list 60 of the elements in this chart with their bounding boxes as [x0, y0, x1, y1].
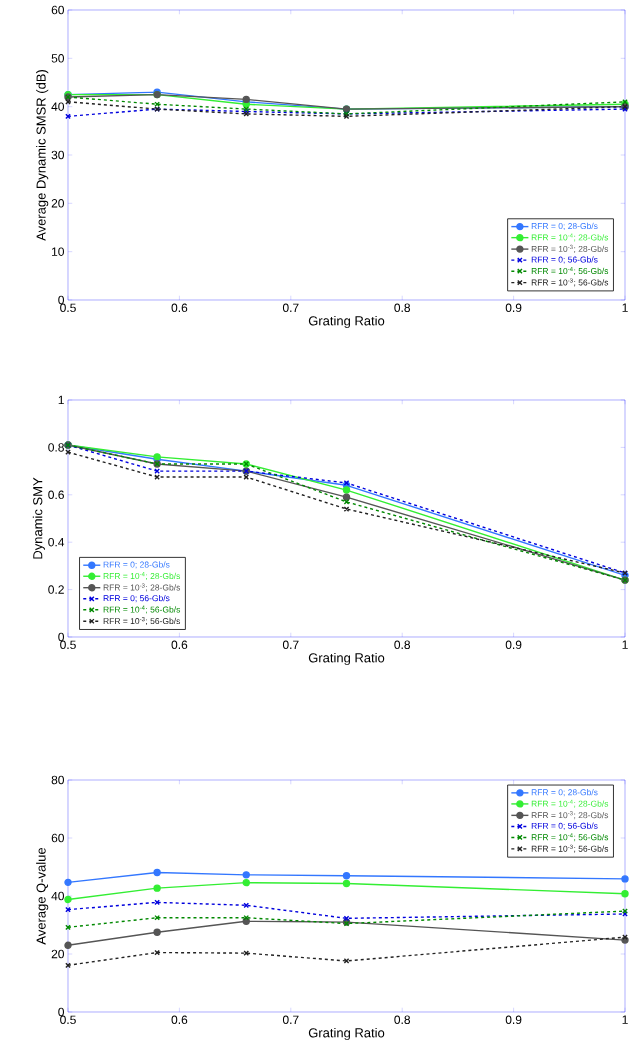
y-tick-label: 40	[51, 102, 64, 111]
legend-label: RFR = 10$^{-3}$; 28-Gb/s	[531, 244, 609, 253]
legend-label: RFR = 0; 56-Gb/s	[531, 256, 598, 264]
legend-label: RFR = 10$^{-4}$; 56-Gb/s	[531, 267, 609, 275]
legend-label: RFR = 10$^{-3}$; 56-Gb/s	[531, 278, 609, 287]
y-tick-label: 60	[51, 833, 64, 843]
y-tick-label: 60	[51, 5, 64, 15]
x-tick-label: 0.5	[60, 1015, 76, 1025]
legend-label: RFR = 10$^{-3}$; 28-Gb/s	[103, 583, 181, 592]
y-axis-title: Average Q-value	[36, 847, 49, 945]
x-tick-label: 0.8	[394, 1015, 411, 1025]
y-tick-label: 20	[51, 949, 64, 959]
legend-label: RFR = 10$^{-4}$; 28-Gb/s	[531, 799, 609, 808]
x-tick-label: 0.6	[171, 640, 188, 650]
x-tick-label: 0.9	[505, 640, 522, 650]
y-tick-label: 0	[58, 632, 64, 642]
y-tick-label: 0.6	[48, 490, 64, 500]
y-tick-label: 50	[51, 54, 64, 63]
y-tick-label: 40	[51, 891, 64, 901]
legend-label: RFR = 10$^{-4}$; 56-Gb/s	[103, 605, 181, 614]
legend-label: RFR = 10$^{-3}$; 56-Gb/s	[103, 617, 181, 626]
x-tick-label: 0.6	[171, 303, 188, 313]
legend-label: RFR = 10$^{-3}$; 28-Gb/s	[531, 811, 609, 820]
legend-label: RFR = 10$^{-4}$; 28-Gb/s	[103, 572, 181, 581]
x-tick-label: 1	[622, 303, 628, 312]
legend-label: RFR = 0; 56-Gb/s	[531, 822, 598, 830]
legend-label: RFR = 10$^{-4}$; 28-Gb/s	[531, 233, 609, 242]
x-tick-label: 1	[622, 1015, 628, 1024]
y-tick-label: 0	[58, 295, 64, 305]
legend-label: RFR = 0; 28-Gb/s	[103, 561, 170, 569]
x-tick-label: 0.9	[505, 1015, 522, 1025]
x-tick-label: 1	[622, 640, 628, 649]
x-tick-label: 0.5	[60, 303, 76, 313]
y-tick-label: 30	[51, 150, 64, 160]
legend-label: RFR = 10$^{-3}$; 56-Gb/s	[531, 844, 609, 853]
y-tick-label: 0.4	[48, 537, 65, 547]
y-tick-label: 0.8	[48, 443, 64, 452]
y-tick-label: 1	[58, 395, 64, 405]
y-axis-title: Average Dynamic SMSR (dB)	[36, 69, 49, 241]
y-tick-label: 20	[51, 199, 64, 208]
legend-label: RFR = 0; 28-Gb/s	[531, 222, 598, 231]
x-tick-label: 0.5	[60, 640, 76, 650]
x-tick-label: 0.8	[394, 303, 411, 313]
x-axis-title: Grating Ratio	[308, 1027, 385, 1041]
y-tick-label: 80	[51, 775, 64, 785]
x-tick-label: 0.9	[505, 303, 522, 313]
y-tick-label: 0	[58, 1007, 64, 1017]
y-axis-title: Dynamic SMY	[32, 477, 45, 559]
legend-label: RFR = 0; 56-Gb/s	[103, 594, 170, 603]
x-tick-label: 0.8	[394, 640, 411, 650]
x-tick-label: 0.7	[282, 1015, 299, 1025]
y-tick-label: 10	[52, 247, 64, 256]
y-tick-label: 0.2	[48, 585, 64, 594]
x-axis-title: Grating Ratio	[308, 652, 385, 666]
x-tick-label: 0.6	[171, 1015, 188, 1025]
x-axis-title: Grating Ratio	[308, 315, 385, 328]
legend-label: RFR = 0; 28-Gb/s	[531, 789, 598, 797]
legend-label: RFR = 10$^{-4}$; 56-Gb/s	[531, 833, 609, 842]
x-tick-label: 0.7	[282, 303, 299, 313]
x-tick-label: 0.7	[282, 640, 299, 650]
